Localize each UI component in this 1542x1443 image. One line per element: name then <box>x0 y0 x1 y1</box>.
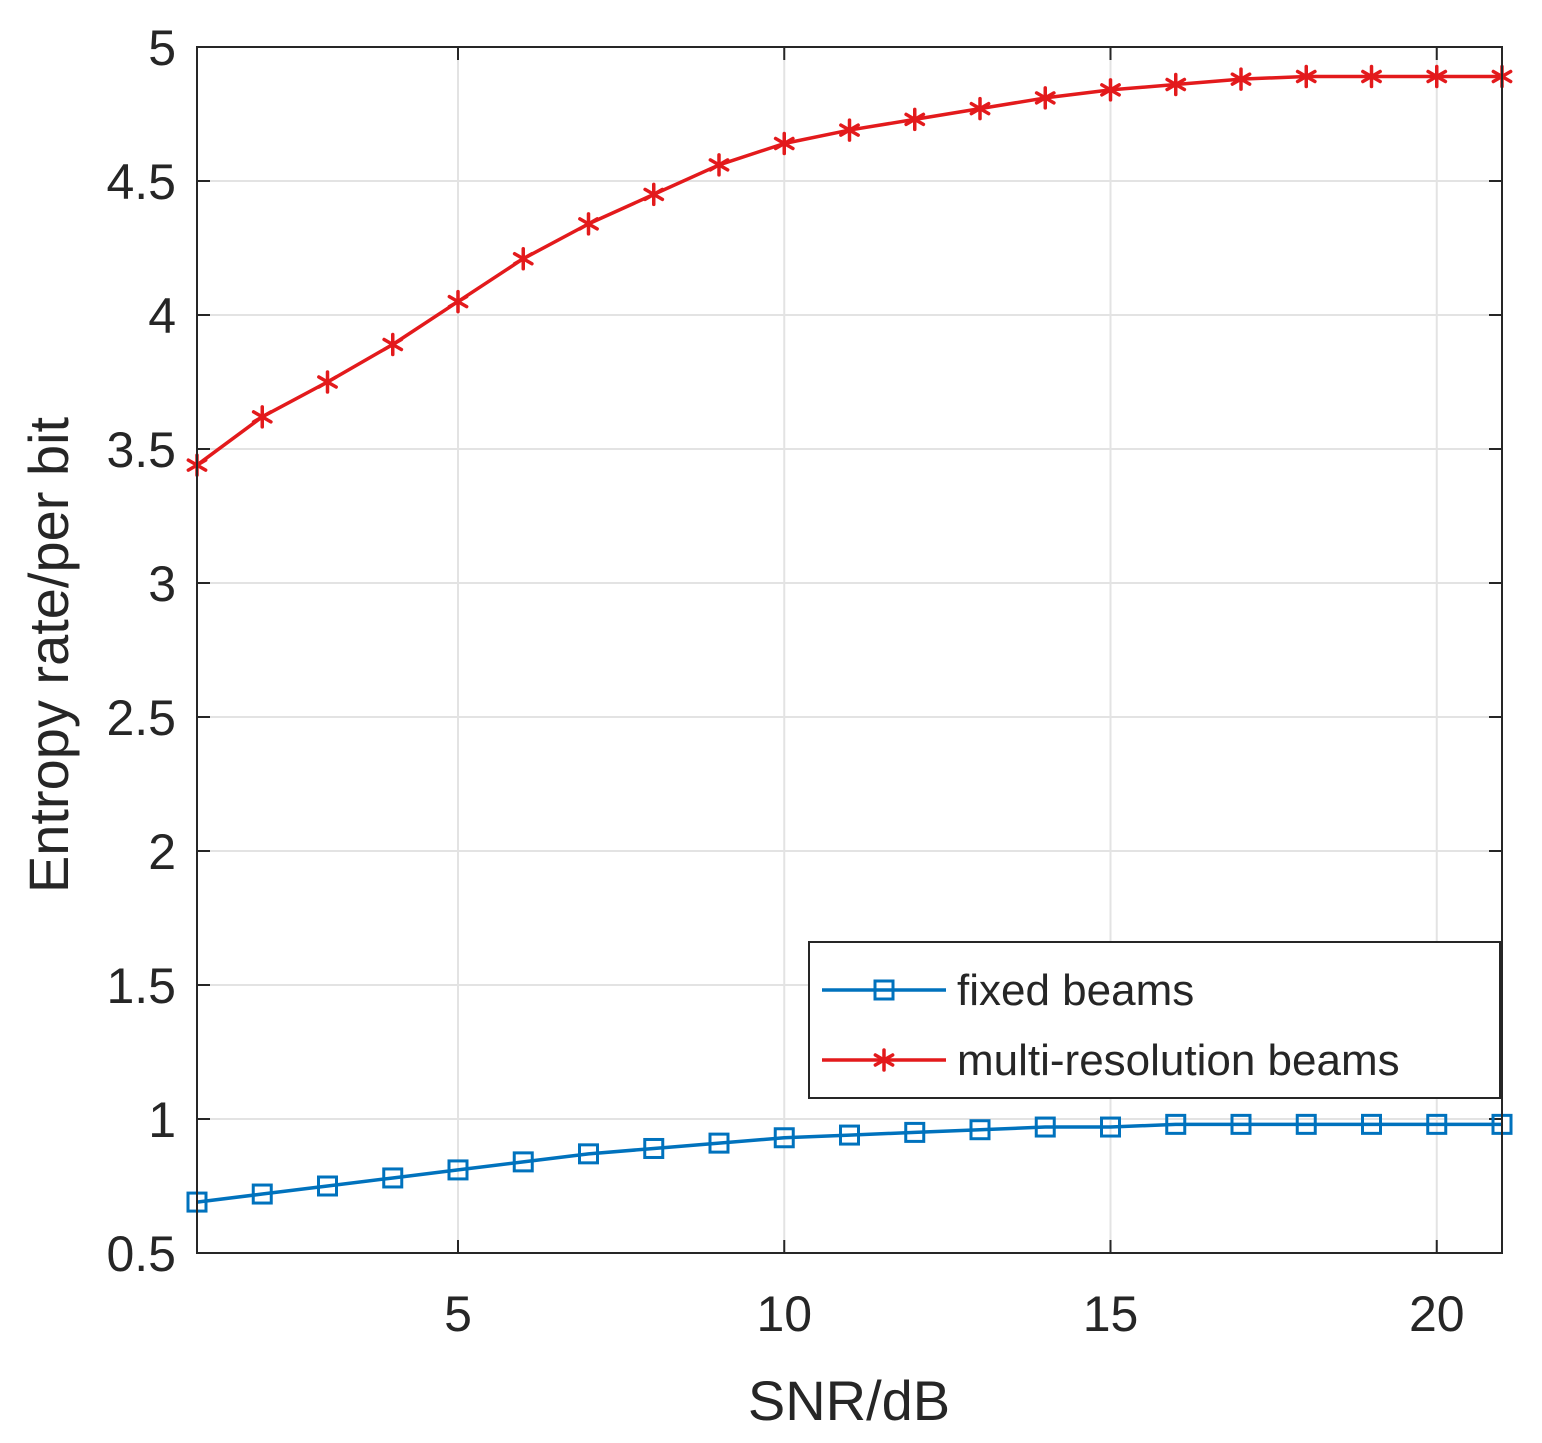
legend-box <box>808 941 1501 1099</box>
data-point <box>839 118 860 142</box>
x-tick-label: 20 <box>1409 1286 1465 1342</box>
data-point <box>1426 1113 1448 1135</box>
data-point <box>512 246 534 271</box>
data-point <box>317 370 338 394</box>
legend-label: multi-resolution beams <box>957 1036 1400 1085</box>
y-tick-label: 5 <box>148 20 176 76</box>
legend-label: fixed beams <box>957 966 1194 1015</box>
data-point <box>578 1143 599 1165</box>
y-tick-label: 2.5 <box>106 690 176 746</box>
data-point <box>1165 1113 1187 1135</box>
data-point <box>382 1167 404 1189</box>
data-point <box>317 1175 338 1197</box>
y-axis-title: Entropy rate/per bit <box>17 416 80 893</box>
legend: fixed beams multi-resolution beams <box>808 941 1501 1099</box>
data-point <box>251 405 273 429</box>
data-point <box>773 1127 795 1149</box>
series-line <box>196 1122 1502 1204</box>
data-point <box>1230 1113 1252 1135</box>
y-tick-label: 1 <box>148 1092 176 1148</box>
data-point <box>969 1119 991 1141</box>
data-point <box>382 332 404 357</box>
legend-swatch-marker <box>873 979 895 1001</box>
y-tick-label: 3.5 <box>106 422 176 478</box>
data-point <box>643 182 665 207</box>
y-tick-label: 4.5 <box>106 154 176 210</box>
data-point <box>708 153 730 177</box>
plot-border <box>196 46 1503 1254</box>
data-point <box>1100 1116 1121 1138</box>
data-point <box>447 1159 469 1181</box>
x-tick-label: 5 <box>444 1286 472 1342</box>
data-point <box>773 131 795 156</box>
data-point <box>1230 67 1252 91</box>
data-point <box>969 96 991 121</box>
data-point <box>1426 64 1448 89</box>
x-tick-label: 15 <box>1083 1286 1139 1342</box>
data-point <box>251 1183 273 1205</box>
data-point <box>512 1151 534 1173</box>
data-point <box>643 1137 665 1159</box>
y-tick-label: 2 <box>148 824 176 880</box>
data-point <box>1165 72 1187 97</box>
y-tick-label: 3 <box>148 556 176 612</box>
data-point <box>708 1132 730 1154</box>
data-point <box>1295 64 1317 89</box>
y-tick-label: 1.5 <box>106 958 176 1014</box>
data-point <box>1361 1113 1382 1135</box>
data-point <box>1034 86 1056 110</box>
data-point <box>1100 78 1121 102</box>
legend-swatch-marker <box>873 1048 895 1072</box>
data-point <box>578 212 599 236</box>
data-point <box>904 1121 926 1143</box>
data-point <box>447 289 469 314</box>
data-point <box>1361 64 1382 89</box>
y-tick-label: 4 <box>148 288 176 344</box>
x-axis-title: SNR/dB <box>748 1369 950 1432</box>
x-tick-label: 10 <box>756 1286 812 1342</box>
data-point <box>839 1124 860 1146</box>
y-tick-label: 0.5 <box>106 1226 176 1282</box>
tick-labels: 5 10 15 20 0.5 1 1.5 2 2.5 3 3.5 4 4.5 5 <box>106 20 1464 1342</box>
data-point <box>1295 1113 1317 1135</box>
data-point <box>904 107 926 132</box>
data-point <box>1034 1116 1056 1138</box>
